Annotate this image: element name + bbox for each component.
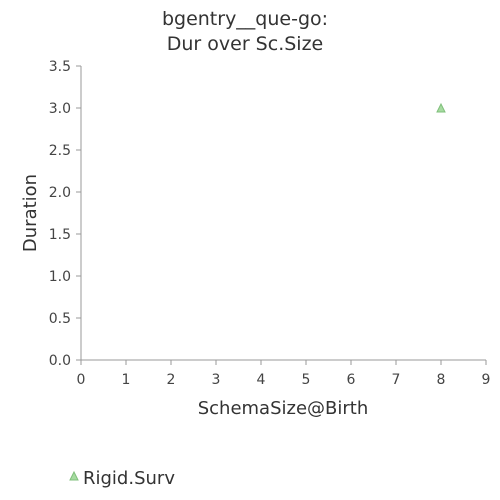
y-tick-label: 0.5 bbox=[49, 311, 71, 327]
x-axis-label: SchemaSize@Birth bbox=[198, 398, 369, 419]
x-tick-label: 4 bbox=[257, 372, 266, 388]
x-tick-label: 6 bbox=[347, 372, 356, 388]
y-tick-label: 2.0 bbox=[49, 185, 71, 201]
y-tick-label: 3.5 bbox=[49, 59, 71, 75]
x-tick-label: 9 bbox=[482, 372, 491, 388]
y-tick-label: 1.5 bbox=[49, 227, 71, 243]
y-axis-label: Duration bbox=[20, 174, 41, 252]
x-tick-label: 5 bbox=[302, 372, 311, 388]
x-tick-label: 1 bbox=[122, 372, 131, 388]
x-tick-label: 0 bbox=[77, 372, 86, 388]
chart-title-line-1: bgentry__que-go: bbox=[162, 8, 328, 30]
x-tick-label: 3 bbox=[212, 372, 221, 388]
y-tick-label: 0.0 bbox=[49, 353, 71, 369]
y-tick-label: 3.0 bbox=[49, 101, 71, 117]
data-point-triangle bbox=[436, 102, 446, 113]
y-tick-label: 1.0 bbox=[49, 269, 71, 285]
legend-label: Rigid.Surv bbox=[83, 468, 175, 489]
x-tick-label: 2 bbox=[167, 372, 176, 388]
x-tick-group: 0 1 2 3 4 5 6 7 8 9 bbox=[77, 360, 491, 388]
x-tick-label: 8 bbox=[437, 372, 446, 388]
y-tick-label: 2.5 bbox=[49, 143, 71, 159]
y-tick-group: 0.0 0.5 1.0 1.5 2.0 2.5 3.0 3.5 bbox=[49, 59, 81, 369]
legend-marker-triangle-icon bbox=[69, 470, 79, 481]
legend: Rigid.Surv bbox=[69, 468, 175, 489]
x-tick-label: 7 bbox=[392, 372, 401, 388]
data-points bbox=[436, 102, 446, 113]
chart-title-line-2: Dur over Sc.Size bbox=[167, 33, 323, 55]
